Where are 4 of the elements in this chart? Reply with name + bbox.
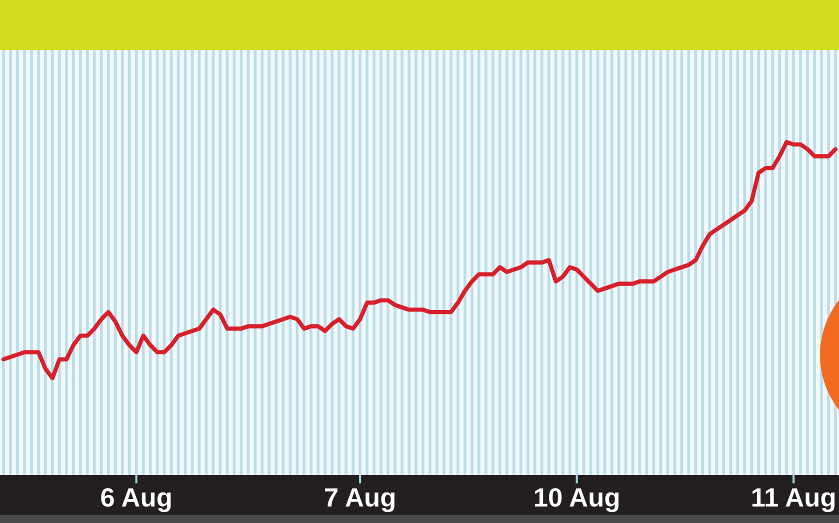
- x-tick-label: 6 Aug: [101, 488, 171, 512]
- x-tick-label: 7 Aug: [325, 488, 394, 512]
- x-tick-label: 10 Aug: [534, 488, 619, 512]
- x-tick-label: 11 Aug: [752, 488, 835, 512]
